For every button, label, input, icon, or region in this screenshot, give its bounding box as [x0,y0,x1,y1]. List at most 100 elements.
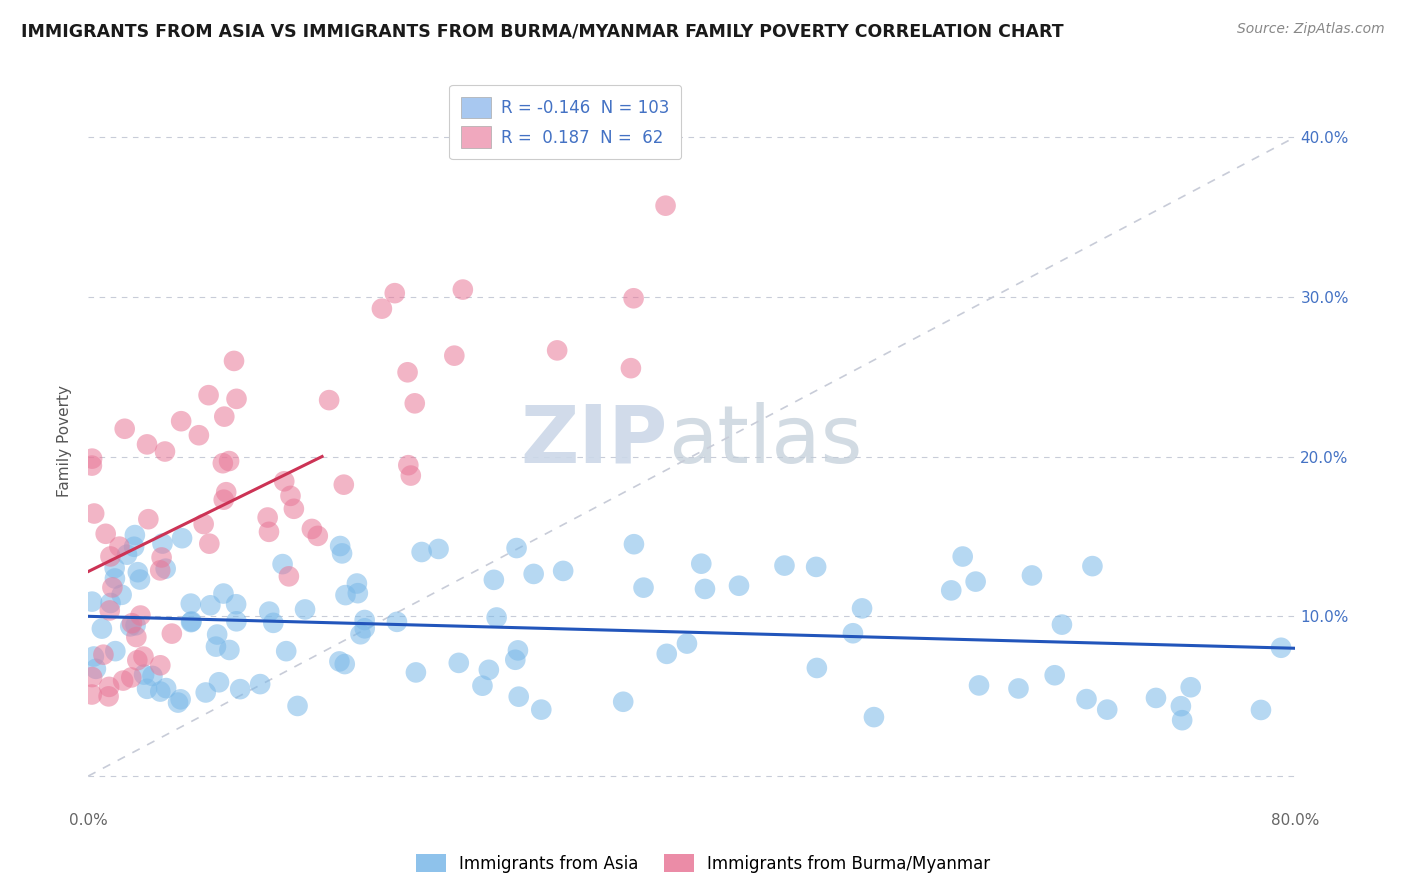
Point [97,690,120,704]
Point [523,566,546,581]
Point [98,680,121,694]
Point [84,662,107,676]
Point [690,557,713,571]
Text: ZIP: ZIP [520,401,668,480]
Point [124,528,146,542]
Point [115,548,138,562]
Text: atlas: atlas [668,401,862,480]
Point [225,615,247,629]
Point [198,537,221,551]
Point [194,685,217,699]
Point [136,681,159,696]
Point [353,613,375,627]
Point [222,354,245,368]
Point [443,349,465,363]
Point [508,690,530,704]
Point [112,673,135,688]
Point [122,540,145,554]
Point [399,468,422,483]
Point [153,444,176,458]
Point [169,692,191,706]
Point [180,615,202,629]
Point [211,456,233,470]
Point [150,550,173,565]
Point [623,537,645,551]
Point [384,286,406,301]
Point [353,621,375,635]
Point [94,526,117,541]
Point [346,576,368,591]
Point [506,643,529,657]
Point [329,539,352,553]
Point [333,657,356,671]
Point [170,414,193,428]
Point [330,546,353,560]
Point [301,522,323,536]
Point [114,422,136,436]
Point [335,588,357,602]
Point [863,710,886,724]
Point [773,558,796,573]
Point [349,627,371,641]
Point [121,616,143,631]
Point [333,477,356,491]
Point [405,665,427,680]
Point [965,574,987,589]
Point [655,647,678,661]
Point [249,677,271,691]
Point [478,663,501,677]
Point [80,594,103,608]
Point [451,283,474,297]
Point [127,565,149,579]
Point [1050,617,1073,632]
Point [180,615,202,629]
Point [212,492,235,507]
Point [623,291,645,305]
Point [208,675,231,690]
Text: IMMIGRANTS FROM ASIA VS IMMIGRANTS FROM BURMA/MYANMAR FAMILY POVERTY CORRELATION: IMMIGRANTS FROM ASIA VS IMMIGRANTS FROM … [21,22,1064,40]
Point [218,454,240,468]
Point [167,696,190,710]
Point [371,301,394,316]
Point [485,610,508,624]
Point [225,597,247,611]
Point [427,541,450,556]
Point [411,545,433,559]
Legend: Immigrants from Asia, Immigrants from Burma/Myanmar: Immigrants from Asia, Immigrants from Bu… [409,847,997,880]
Point [215,485,238,500]
Point [98,603,121,617]
Point [728,579,751,593]
Point [225,392,247,406]
Point [193,516,215,531]
Point [941,583,963,598]
Point [82,670,104,684]
Point [100,549,122,564]
Point [212,586,235,600]
Point [82,451,104,466]
Point [129,573,152,587]
Point [346,586,368,600]
Point [129,608,152,623]
Point [553,564,575,578]
Point [318,393,340,408]
Point [620,361,643,376]
Point [125,630,148,644]
Point [83,649,105,664]
Point [1171,713,1194,727]
Point [1250,703,1272,717]
Point [83,507,105,521]
Point [152,536,174,550]
Point [952,549,974,564]
Point [124,618,146,632]
Point [676,636,699,650]
Point [277,569,299,583]
Point [180,597,202,611]
Point [804,560,827,574]
Point [283,501,305,516]
Point [396,365,419,379]
Point [80,458,103,473]
Point [127,653,149,667]
Point [654,199,676,213]
Point [132,649,155,664]
Point [967,678,990,692]
